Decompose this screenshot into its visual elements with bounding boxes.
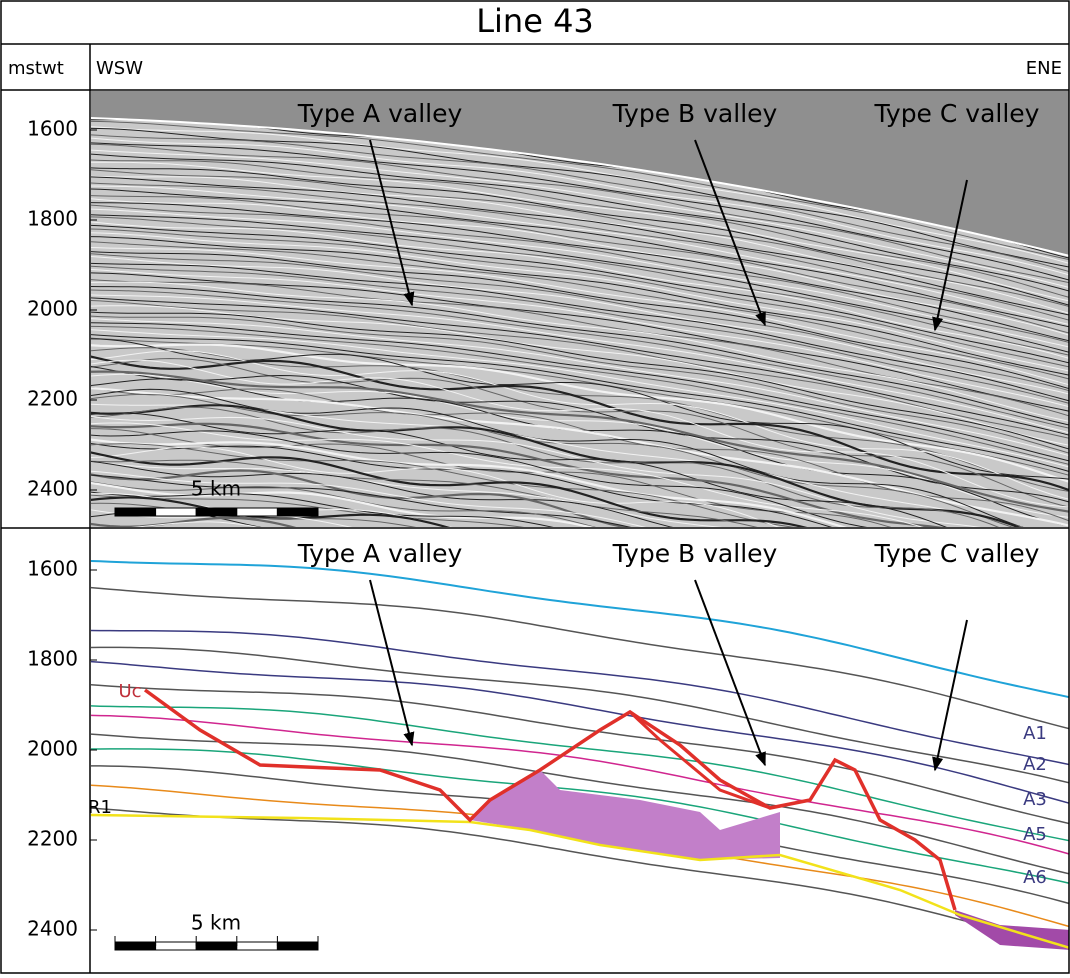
reflector: [90, 510, 1070, 645]
y-tick-label: 2000: [27, 297, 78, 321]
scale-bar-label: 5 km: [191, 911, 241, 935]
scale-bar-segment: [237, 942, 278, 950]
annotation: Type C valley: [874, 99, 1040, 128]
y-tick-label: 2000: [27, 737, 78, 761]
horizon-label: A1: [1023, 723, 1047, 744]
direction-right: ENE: [1026, 58, 1062, 79]
annotation: Type C valley: [874, 539, 1040, 568]
axis-unit: mstwt: [8, 58, 64, 79]
horizon-label: A3: [1023, 789, 1047, 810]
y-tick-label: 2200: [27, 387, 78, 411]
y-tick-label: 1600: [27, 117, 78, 141]
annotation: Type B valley: [612, 539, 778, 568]
horizon: [90, 662, 1070, 804]
y-tick-label: 2400: [27, 917, 78, 941]
horizon-label: A6: [1023, 867, 1047, 888]
scale-bar-segment: [196, 508, 237, 516]
horizon-label: A2: [1023, 754, 1047, 775]
annotation: Type A valley: [297, 99, 463, 128]
scale-bar-segment: [196, 942, 237, 950]
scale-bar-label: 5 km: [191, 477, 241, 501]
arrow: [935, 620, 967, 770]
horizon-label: R1: [88, 797, 112, 818]
seismic-section: [90, 91, 1070, 693]
y-tick-label: 1600: [27, 557, 78, 581]
interpretation-section: [90, 561, 1070, 950]
annotation: Type B valley: [612, 99, 778, 128]
scale-bar-segment: [156, 942, 197, 950]
horizon: [90, 561, 1070, 697]
y-tick-label: 1800: [27, 207, 78, 231]
figure: Line 43 mstwt WSW ENE 1600 1800 2000 2200 24…: [0, 0, 1070, 974]
direction-left: WSW: [96, 58, 143, 79]
scale-bar-segment: [237, 508, 278, 516]
scale-bar-segment: [156, 508, 197, 516]
horizon-label: Uc: [118, 681, 141, 702]
y-tick-label: 2200: [27, 827, 78, 851]
annotation: Type A valley: [297, 539, 463, 568]
scale-bar-segment: [277, 508, 318, 516]
scale-bar-segment: [115, 942, 156, 950]
scale-bar-segment: [277, 942, 318, 950]
scale-bar-segment: [115, 508, 156, 516]
arrow: [695, 580, 765, 765]
reflector: [90, 511, 1070, 658]
y-tick-label: 2400: [27, 477, 78, 501]
y-tick-label: 1800: [27, 647, 78, 671]
title: Line 43: [476, 2, 594, 40]
horizon: [90, 588, 1070, 729]
horizon: [90, 647, 1070, 783]
horizon-label: A5: [1023, 824, 1047, 845]
